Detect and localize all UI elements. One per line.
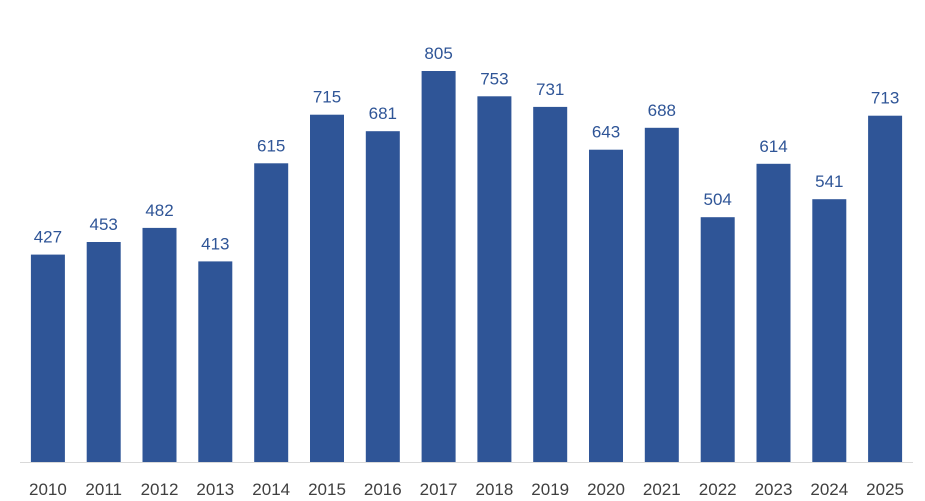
bar-2021 [644, 127, 679, 463]
data-label-2022: 504 [704, 190, 732, 209]
x-tick-labels-group: 2010 2011 2012 2013 2014 2015 2016 2017 2018 2019… [29, 480, 904, 499]
data-label-2010: 427 [34, 228, 62, 247]
bar-2012 [142, 227, 177, 462]
x-tick-label-2017: 2017 [420, 480, 458, 499]
data-label-2024: 541 [815, 172, 843, 191]
bar-2013 [198, 261, 233, 462]
x-tick-label-2019: 2019 [531, 480, 569, 499]
x-tick-label-2024: 2024 [810, 480, 848, 499]
bar-2024 [812, 199, 847, 462]
data-label-2021: 688 [648, 101, 676, 120]
data-label-2017: 805 [424, 44, 452, 63]
x-tick-label-2023: 2023 [755, 480, 793, 499]
data-label-2016: 681 [369, 104, 397, 123]
bar-2015 [310, 114, 344, 462]
bar-2019 [533, 106, 568, 463]
bar-2022 [700, 217, 735, 462]
bars-group [30, 71, 903, 463]
data-label-2020: 643 [592, 123, 620, 142]
x-tick-label-2025: 2025 [866, 480, 904, 499]
bar-2011 [86, 242, 121, 462]
data-label-2019: 731 [536, 80, 564, 99]
data-label-2014: 615 [257, 136, 285, 155]
data-label-2013: 413 [201, 234, 229, 253]
data-label-2025: 713 [871, 89, 899, 108]
data-label-2011: 453 [90, 215, 118, 234]
data-label-2015: 715 [313, 88, 341, 107]
x-tick-label-2014: 2014 [252, 480, 290, 499]
bar-2017 [421, 71, 456, 462]
bar-2025 [868, 115, 903, 462]
x-tick-label-2022: 2022 [699, 480, 737, 499]
x-tick-label-2018: 2018 [475, 480, 513, 499]
x-tick-label-2020: 2020 [587, 480, 625, 499]
x-tick-label-2015: 2015 [308, 480, 346, 499]
x-tick-label-2012: 2012 [141, 480, 179, 499]
bar-2016 [365, 131, 400, 462]
x-tick-label-2021: 2021 [643, 480, 681, 499]
x-tick-label-2016: 2016 [364, 480, 402, 499]
x-tick-label-2010: 2010 [29, 480, 67, 499]
x-tick-label-2011: 2011 [85, 480, 122, 499]
data-label-2018: 753 [480, 69, 508, 88]
bar-2010 [30, 254, 65, 462]
bar-2014 [254, 163, 289, 463]
bar-2023 [756, 163, 791, 463]
bar-2018 [477, 96, 512, 463]
bar-2020 [589, 149, 623, 462]
data-labels-group: 427 453 482 413 615 715 681 805 753 731 643 688 504 6… [34, 44, 900, 253]
data-label-2012: 482 [145, 201, 173, 220]
data-label-2023: 614 [759, 137, 787, 156]
x-tick-label-2013: 2013 [196, 480, 234, 499]
